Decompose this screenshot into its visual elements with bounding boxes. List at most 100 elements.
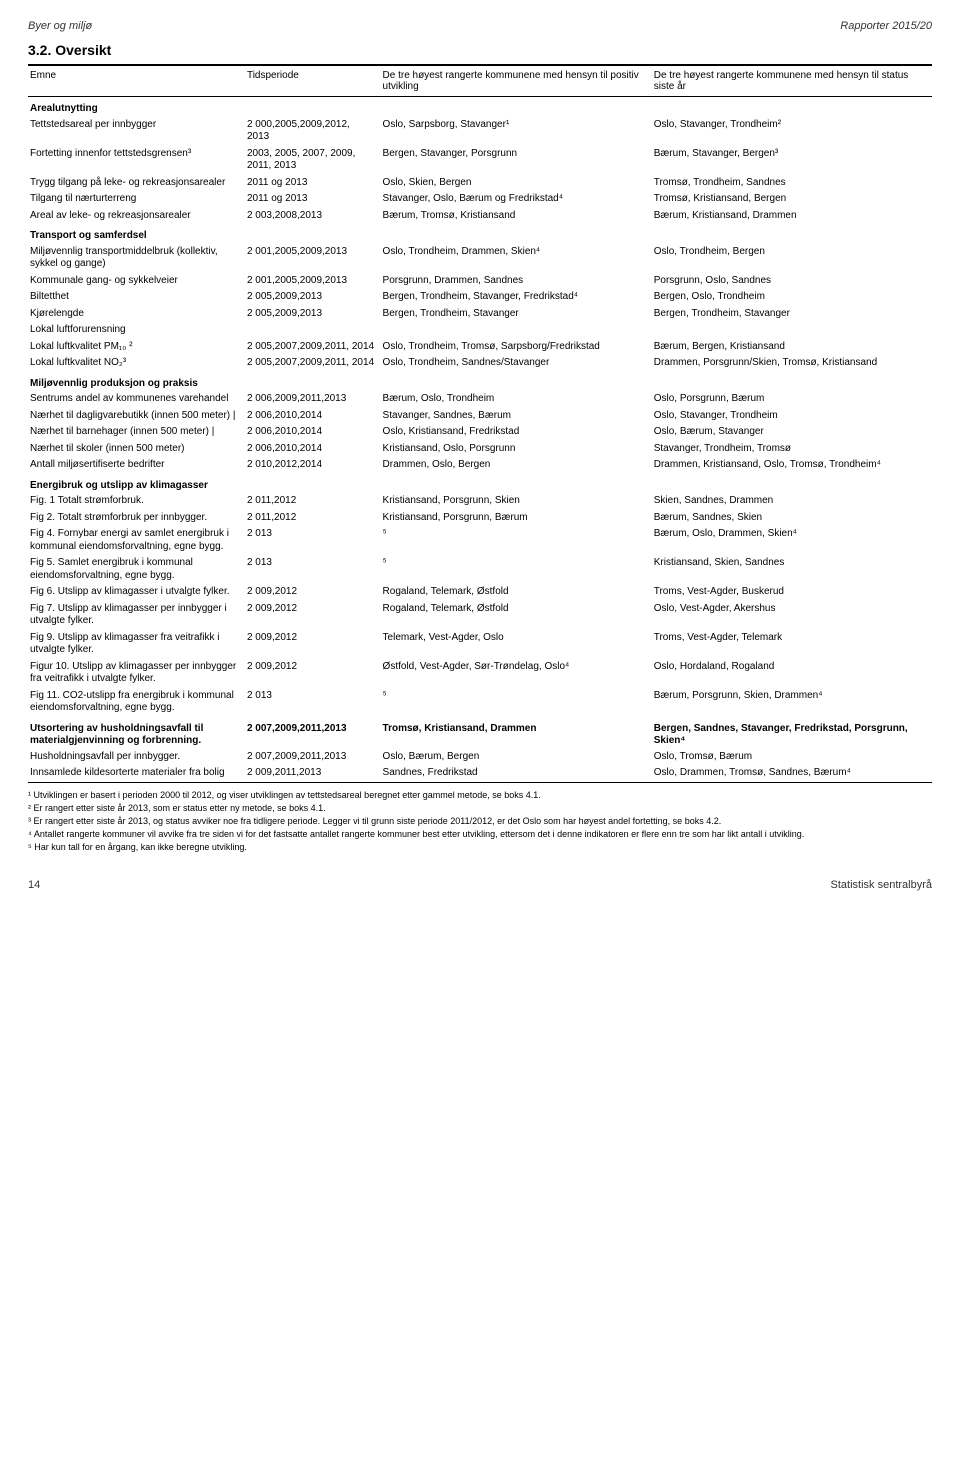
header-right: Rapporter 2015/20 <box>840 20 932 32</box>
cell: Bergen, Trondheim, Stavanger <box>381 306 652 323</box>
cell: Bærum, Porsgrunn, Skien, Drammen⁴ <box>652 688 932 717</box>
cell: 2 010,2012,2014 <box>245 457 381 474</box>
cell: Oslo, Hordaland, Rogaland <box>652 659 932 688</box>
cell: 2 013 <box>245 526 381 555</box>
cell: Lokal luftkvalitet PM₁₀ ² <box>28 339 245 356</box>
cell: 2 007,2009,2011,2013 <box>245 717 381 749</box>
cell: Stavanger, Trondheim, Tromsø <box>652 441 932 458</box>
footnote: ³ Er rangert etter siste år 2013, og sta… <box>28 815 932 827</box>
cell: 2 011,2012 <box>245 493 381 510</box>
cell: Porsgrunn, Oslo, Sandnes <box>652 273 932 290</box>
cell: Oslo, Trondheim, Bergen <box>652 244 932 273</box>
cell: Tettstedsareal per innbygger <box>28 117 245 146</box>
cell: Drammen, Kristiansand, Oslo, Tromsø, Tro… <box>652 457 932 474</box>
cell: Husholdningsavfall per innbygger. <box>28 749 245 766</box>
cell: Oslo, Drammen, Tromsø, Sandnes, Bærum⁴ <box>652 765 932 782</box>
cell: Oslo, Skien, Bergen <box>381 175 652 192</box>
col-emne: Emne <box>28 65 245 97</box>
cell: Fig 2. Totalt strømforbruk per innbygger… <box>28 510 245 527</box>
cell: Kristiansand, Porsgrunn, Skien <box>381 493 652 510</box>
group-header: Arealutnytting <box>28 97 932 117</box>
cell: Tromsø, Trondheim, Sandnes <box>652 175 932 192</box>
cell: 2 005,2007,2009,2011, 2014 <box>245 355 381 372</box>
header-left: Byer og miljø <box>28 20 92 32</box>
cell: 2011 og 2013 <box>245 175 381 192</box>
cell: Stavanger, Oslo, Bærum og Fredrikstad⁴ <box>381 191 652 208</box>
cell: Bergen, Trondheim, Stavanger, Fredriksta… <box>381 289 652 306</box>
col-stat: De tre høyest rangerte kommunene med hen… <box>652 65 932 97</box>
cell: 2 001,2005,2009,2013 <box>245 244 381 273</box>
cell: Trygg tilgang på leke- og rekreasjonsare… <box>28 175 245 192</box>
cell: 2 009,2011,2013 <box>245 765 381 782</box>
cell: 2 005,2009,2013 <box>245 289 381 306</box>
cell: Østfold, Vest-Agder, Sør-Trøndelag, Oslo… <box>381 659 652 688</box>
cell: Fig 5. Samlet energibruk i kommunal eien… <box>28 555 245 584</box>
cell: Fig 11. CO2-utslipp fra energibruk i kom… <box>28 688 245 717</box>
cell: Oslo, Porsgrunn, Bærum <box>652 391 932 408</box>
cell: Lokal luftkvalitet NO₂³ <box>28 355 245 372</box>
cell: 2011 og 2013 <box>245 191 381 208</box>
footnote: ² Er rangert etter siste år 2013, som er… <box>28 802 932 814</box>
cell: Figur 10. Utslipp av klimagasser per inn… <box>28 659 245 688</box>
cell <box>381 322 652 339</box>
group-header: Energibruk og utslipp av klimagasser <box>28 474 932 494</box>
footnotes: ¹ Utviklingen er basert i perioden 2000 … <box>28 789 932 854</box>
cell: 2 001,2005,2009,2013 <box>245 273 381 290</box>
cell: 2 009,2012 <box>245 601 381 630</box>
cell: Tromsø, Kristiansand, Drammen <box>381 717 652 749</box>
cell: Bærum, Sandnes, Skien <box>652 510 932 527</box>
cell: Fig. 1 Totalt strømforbruk. <box>28 493 245 510</box>
cell: 2 007,2009,2011,2013 <box>245 749 381 766</box>
cell: 2 006,2010,2014 <box>245 424 381 441</box>
cell: Kjørelengde <box>28 306 245 323</box>
cell: Sandnes, Fredrikstad <box>381 765 652 782</box>
cell: ⁵ <box>381 526 652 555</box>
cell <box>245 322 381 339</box>
cell: Telemark, Vest-Agder, Oslo <box>381 630 652 659</box>
cell: ⁵ <box>381 555 652 584</box>
cell: Fig 7. Utslipp av klimagasser per innbyg… <box>28 601 245 630</box>
cell: 2 005,2009,2013 <box>245 306 381 323</box>
cell: Bærum, Kristiansand, Drammen <box>652 208 932 225</box>
cell: Kristiansand, Oslo, Porsgrunn <box>381 441 652 458</box>
cell: 2 013 <box>245 555 381 584</box>
cell: Biltetthet <box>28 289 245 306</box>
cell: Bærum, Bergen, Kristiansand <box>652 339 932 356</box>
cell: Tilgang til nærturterreng <box>28 191 245 208</box>
footnote: ⁵ Har kun tall for en årgang, kan ikke b… <box>28 841 932 853</box>
footer-publisher: Statistisk sentralbyrå <box>831 879 932 891</box>
cell: Areal av leke- og rekreasjonsarealer <box>28 208 245 225</box>
col-pos: De tre høyest rangerte kommunene med hen… <box>381 65 652 97</box>
cell: Nærhet til dagligvarebutikk (innen 500 m… <box>28 408 245 425</box>
cell: Oslo, Bærum, Stavanger <box>652 424 932 441</box>
cell: Oslo, Sarpsborg, Stavanger¹ <box>381 117 652 146</box>
cell: Bergen, Trondheim, Stavanger <box>652 306 932 323</box>
footnote: ⁴ Antallet rangerte kommuner vil avvike … <box>28 828 932 840</box>
group-header: Transport og samferdsel <box>28 224 932 244</box>
cell: Antall miljøsertifiserte bedrifter <box>28 457 245 474</box>
cell: Fig 9. Utslipp av klimagasser fra veitra… <box>28 630 245 659</box>
cell: Sentrums andel av kommunenes varehandel <box>28 391 245 408</box>
cell: Oslo, Trondheim, Drammen, Skien⁴ <box>381 244 652 273</box>
cell: Oslo, Stavanger, Trondheim² <box>652 117 932 146</box>
cell: Oslo, Kristiansand, Fredrikstad <box>381 424 652 441</box>
cell: Oslo, Vest-Agder, Akershus <box>652 601 932 630</box>
cell: Porsgrunn, Drammen, Sandnes <box>381 273 652 290</box>
cell: Bergen, Sandnes, Stavanger, Fredrikstad,… <box>652 717 932 749</box>
cell: Fig 6. Utslipp av klimagasser i utvalgte… <box>28 584 245 601</box>
cell: 2 006,2009,2011,2013 <box>245 391 381 408</box>
cell: Drammen, Oslo, Bergen <box>381 457 652 474</box>
cell: 2 000,2005,2009,2012, 2013 <box>245 117 381 146</box>
cell: Bergen, Stavanger, Porsgrunn <box>381 146 652 175</box>
footnote: ¹ Utviklingen er basert i perioden 2000 … <box>28 789 932 801</box>
section-title: 3.2. Oversikt <box>28 42 932 58</box>
cell: 2 009,2012 <box>245 659 381 688</box>
cell: Tromsø, Kristiansand, Bergen <box>652 191 932 208</box>
cell: Oslo, Tromsø, Bærum <box>652 749 932 766</box>
cell: Bærum, Tromsø, Kristiansand <box>381 208 652 225</box>
cell: Kommunale gang- og sykkelveier <box>28 273 245 290</box>
cell: Oslo, Stavanger, Trondheim <box>652 408 932 425</box>
group-header: Miljøvennlig produksjon og praksis <box>28 372 932 392</box>
cell: 2 006,2010,2014 <box>245 408 381 425</box>
cell: Bergen, Oslo, Trondheim <box>652 289 932 306</box>
